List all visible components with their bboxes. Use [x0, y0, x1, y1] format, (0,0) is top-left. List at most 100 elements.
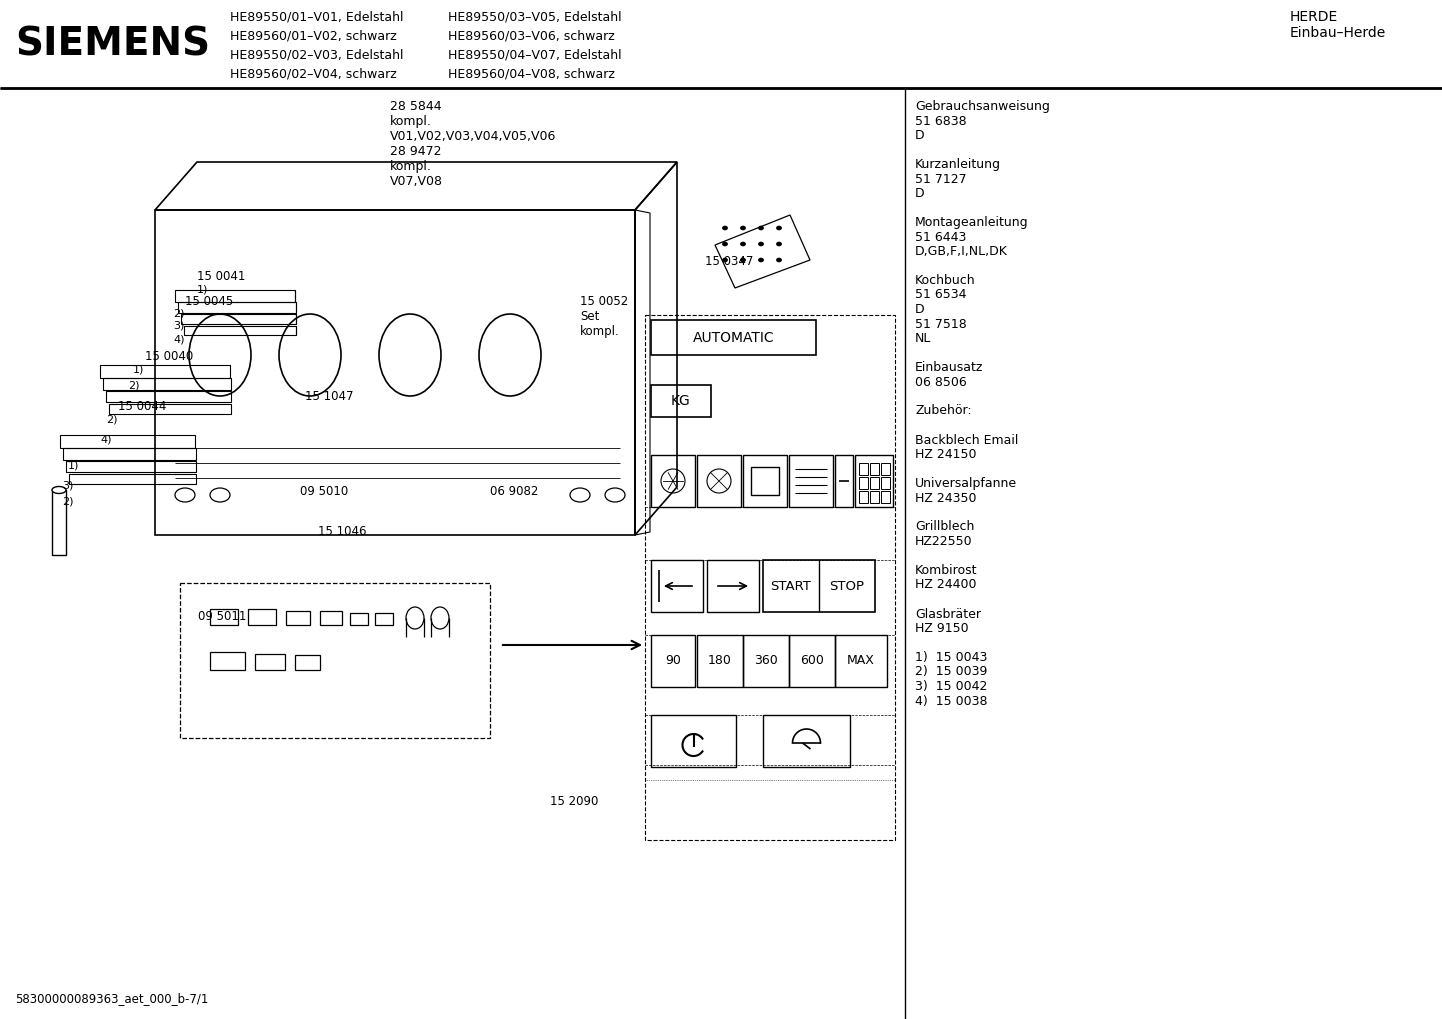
Bar — [870, 477, 880, 489]
Text: AUTOMATIC: AUTOMATIC — [692, 330, 774, 344]
Bar — [52, 490, 66, 555]
Text: HE89560/03–V06, schwarz: HE89560/03–V06, schwarz — [448, 29, 614, 42]
Text: HERDE: HERDE — [1291, 10, 1338, 24]
Ellipse shape — [741, 242, 746, 246]
Text: Backblech Email: Backblech Email — [916, 433, 1018, 446]
Text: Universalpfanne: Universalpfanne — [916, 477, 1017, 490]
Text: HE89550/04–V07, Edelstahl: HE89550/04–V07, Edelstahl — [448, 48, 622, 61]
Ellipse shape — [758, 242, 763, 246]
Text: 15 0347: 15 0347 — [705, 255, 753, 268]
Text: 15 0041: 15 0041 — [198, 270, 245, 283]
Bar — [763, 560, 875, 612]
Bar — [696, 635, 743, 687]
Text: 15 0040: 15 0040 — [146, 350, 193, 363]
Bar — [881, 491, 890, 503]
Ellipse shape — [758, 258, 763, 262]
Text: Kochbuch: Kochbuch — [916, 274, 976, 287]
Ellipse shape — [776, 226, 782, 230]
Text: Grillblech: Grillblech — [916, 521, 975, 534]
Text: 28 5844: 28 5844 — [389, 100, 441, 113]
Bar — [650, 320, 816, 355]
Text: 15 0045: 15 0045 — [185, 294, 234, 308]
Bar — [743, 635, 789, 687]
Bar — [859, 477, 868, 489]
Bar — [650, 455, 695, 507]
Text: STOP: STOP — [829, 580, 865, 592]
Bar — [855, 455, 893, 507]
Text: 90: 90 — [665, 654, 681, 667]
Ellipse shape — [776, 242, 782, 246]
Text: V01,V02,V03,V04,V05,V06: V01,V02,V03,V04,V05,V06 — [389, 130, 557, 143]
Text: 2): 2) — [62, 497, 74, 507]
Bar — [751, 467, 779, 495]
Ellipse shape — [776, 258, 782, 262]
Ellipse shape — [722, 226, 728, 230]
Text: 58300000089363_aet_000_b-7/1: 58300000089363_aet_000_b-7/1 — [14, 993, 209, 1005]
Bar — [696, 455, 741, 507]
Text: HZ 24350: HZ 24350 — [916, 491, 976, 504]
Text: 360: 360 — [754, 654, 777, 667]
Bar — [870, 463, 880, 475]
Text: V07,V08: V07,V08 — [389, 175, 443, 187]
Text: MAX: MAX — [846, 654, 875, 667]
Bar — [180, 583, 490, 738]
Text: 06 8506: 06 8506 — [916, 375, 966, 388]
Text: 15 2090: 15 2090 — [549, 795, 598, 808]
Bar — [650, 560, 704, 612]
Bar — [835, 455, 854, 507]
Text: Glasbräter: Glasbräter — [916, 607, 981, 621]
Text: HZ22550: HZ22550 — [916, 535, 972, 548]
Text: D: D — [916, 129, 924, 142]
Text: Einbau–Herde: Einbau–Herde — [1291, 26, 1386, 40]
Text: 51 6534: 51 6534 — [916, 288, 966, 302]
Text: Montageanleitung: Montageanleitung — [916, 216, 1028, 229]
Text: 1): 1) — [133, 365, 144, 375]
Text: 51 7127: 51 7127 — [916, 172, 966, 185]
Ellipse shape — [722, 258, 728, 262]
Text: Einbausatz: Einbausatz — [916, 361, 983, 374]
Text: 600: 600 — [800, 654, 823, 667]
Text: 180: 180 — [708, 654, 733, 667]
Bar — [859, 463, 868, 475]
Text: kompl.: kompl. — [580, 325, 620, 338]
Text: 1): 1) — [68, 460, 79, 470]
Text: 4): 4) — [173, 335, 185, 345]
Text: 2): 2) — [128, 380, 140, 390]
Bar — [789, 455, 833, 507]
Ellipse shape — [741, 226, 746, 230]
Text: 2)  15 0039: 2) 15 0039 — [916, 665, 988, 679]
Text: kompl.: kompl. — [389, 160, 431, 173]
Text: HE89560/01–V02, schwarz: HE89560/01–V02, schwarz — [231, 29, 397, 42]
Text: HZ 24150: HZ 24150 — [916, 448, 976, 461]
Text: D: D — [916, 187, 924, 200]
Text: 1): 1) — [198, 284, 209, 294]
Text: 4)  15 0038: 4) 15 0038 — [916, 695, 988, 707]
Text: 09 5011: 09 5011 — [198, 610, 247, 623]
Ellipse shape — [758, 226, 763, 230]
Text: 51 6443: 51 6443 — [916, 230, 966, 244]
Text: 51 7518: 51 7518 — [916, 318, 966, 330]
Text: D: D — [916, 303, 924, 316]
Text: 2): 2) — [107, 415, 117, 425]
Bar — [789, 635, 835, 687]
Text: 09 5010: 09 5010 — [300, 485, 349, 498]
Bar — [881, 477, 890, 489]
Text: KG: KG — [671, 394, 691, 408]
Bar — [763, 715, 849, 767]
Text: 51 6838: 51 6838 — [916, 114, 966, 127]
Text: HZ 24400: HZ 24400 — [916, 579, 976, 591]
Text: 15 0052: 15 0052 — [580, 294, 629, 308]
Text: Zubehör:: Zubehör: — [916, 405, 972, 418]
Text: kompl.: kompl. — [389, 115, 431, 128]
Text: Set: Set — [580, 310, 600, 323]
Text: START: START — [770, 580, 812, 592]
Text: 28 9472: 28 9472 — [389, 145, 441, 158]
Text: Kombirost: Kombirost — [916, 564, 978, 577]
Bar — [859, 491, 868, 503]
Text: 15 1047: 15 1047 — [306, 390, 353, 403]
Text: 15 0044: 15 0044 — [118, 400, 166, 413]
Bar — [645, 315, 895, 840]
Text: 3): 3) — [62, 480, 74, 490]
Ellipse shape — [722, 242, 728, 246]
Bar — [881, 463, 890, 475]
